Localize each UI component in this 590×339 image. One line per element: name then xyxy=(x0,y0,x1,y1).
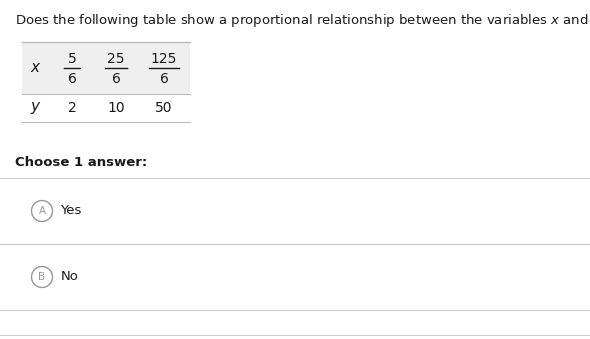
Text: A: A xyxy=(38,206,45,216)
Text: 50: 50 xyxy=(155,101,173,115)
Text: $y$: $y$ xyxy=(30,100,42,116)
Text: 2: 2 xyxy=(68,101,76,115)
Text: Does the following table show a proportional relationship between the variables : Does the following table show a proporti… xyxy=(15,12,590,29)
Text: B: B xyxy=(38,272,45,282)
Text: 25: 25 xyxy=(107,52,124,66)
Text: 125: 125 xyxy=(151,52,177,66)
Text: 5: 5 xyxy=(68,52,76,66)
Text: 10: 10 xyxy=(107,101,125,115)
Text: Yes: Yes xyxy=(61,204,82,218)
FancyBboxPatch shape xyxy=(22,42,190,94)
Text: No: No xyxy=(61,271,78,283)
Text: 6: 6 xyxy=(68,72,77,86)
Text: Choose 1 answer:: Choose 1 answer: xyxy=(15,156,148,169)
Text: $x$: $x$ xyxy=(30,60,42,76)
Text: 6: 6 xyxy=(159,72,168,86)
Text: 6: 6 xyxy=(112,72,120,86)
